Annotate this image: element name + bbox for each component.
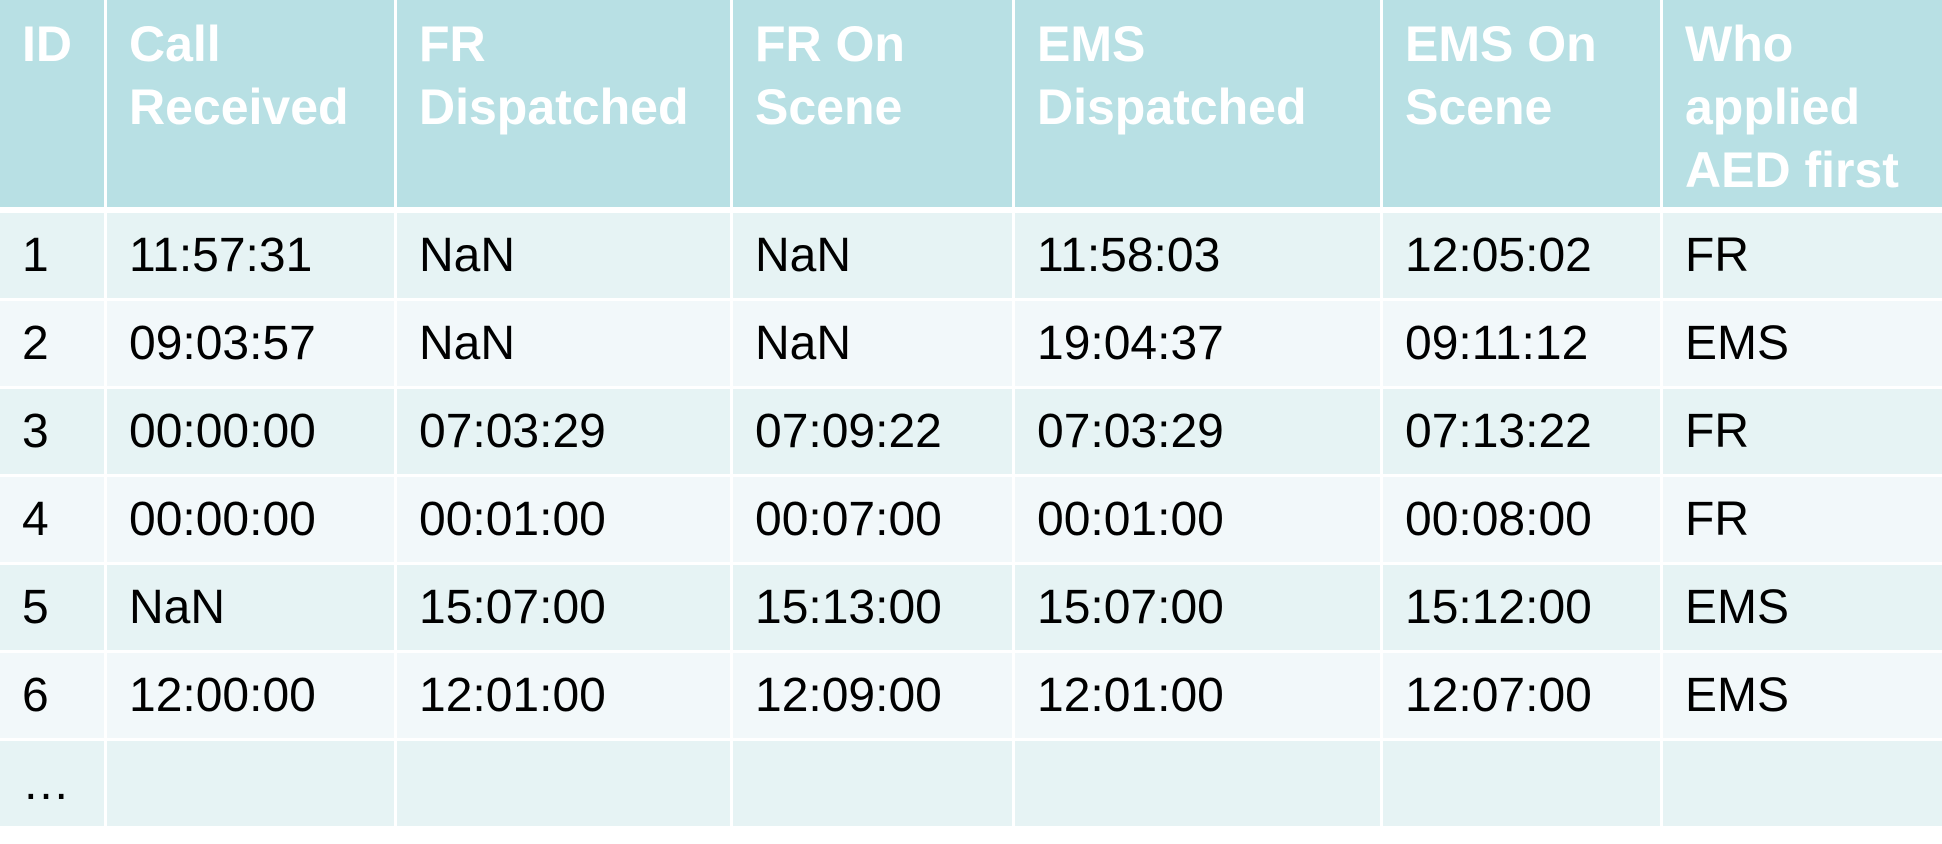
cell-fr-on-scene: 15:13:00 bbox=[733, 565, 1015, 653]
header-call-received: Call Received bbox=[107, 0, 397, 213]
cell-call-received: 09:03:57 bbox=[107, 301, 397, 389]
cell-fr-dispatched: 00:01:00 bbox=[397, 477, 733, 565]
cell-ems-dispatched: 00:01:00 bbox=[1015, 477, 1383, 565]
table-row-ellipsis: … bbox=[0, 741, 1942, 829]
table-row: 6 12:00:00 12:01:00 12:09:00 12:01:00 12… bbox=[0, 653, 1942, 741]
cell-call-received: 11:57:31 bbox=[107, 213, 397, 301]
cell-ems-dispatched: 15:07:00 bbox=[1015, 565, 1383, 653]
cell-ems-dispatched: 07:03:29 bbox=[1015, 389, 1383, 477]
cell-id: 5 bbox=[0, 565, 107, 653]
cell-id: 4 bbox=[0, 477, 107, 565]
table-row: 1 11:57:31 NaN NaN 11:58:03 12:05:02 FR bbox=[0, 213, 1942, 301]
cell-call-received bbox=[107, 741, 397, 829]
header-ems-on-scene: EMS On Scene bbox=[1383, 0, 1663, 213]
header-fr-dispatched: FR Dispatched bbox=[397, 0, 733, 213]
cell-ems-dispatched: 12:01:00 bbox=[1015, 653, 1383, 741]
table-row: 4 00:00:00 00:01:00 00:07:00 00:01:00 00… bbox=[0, 477, 1942, 565]
cell-call-received: 12:00:00 bbox=[107, 653, 397, 741]
cell-fr-on-scene bbox=[733, 741, 1015, 829]
table-row: 5 NaN 15:07:00 15:13:00 15:07:00 15:12:0… bbox=[0, 565, 1942, 653]
header-row: ID Call Received FR Dispatched FR On Sce… bbox=[0, 0, 1942, 213]
cell-ems-on-scene: 12:05:02 bbox=[1383, 213, 1663, 301]
cell-fr-dispatched: 15:07:00 bbox=[397, 565, 733, 653]
cell-id: … bbox=[0, 741, 107, 829]
header-fr-on-scene: FR On Scene bbox=[733, 0, 1015, 213]
cell-who-applied-aed-first: FR bbox=[1663, 389, 1942, 477]
cell-who-applied-aed-first: FR bbox=[1663, 213, 1942, 301]
cell-fr-dispatched: NaN bbox=[397, 213, 733, 301]
cell-who-applied-aed-first: FR bbox=[1663, 477, 1942, 565]
cell-fr-dispatched: 07:03:29 bbox=[397, 389, 733, 477]
cell-ems-dispatched: 11:58:03 bbox=[1015, 213, 1383, 301]
cell-id: 3 bbox=[0, 389, 107, 477]
cell-call-received: 00:00:00 bbox=[107, 389, 397, 477]
cell-fr-dispatched: 12:01:00 bbox=[397, 653, 733, 741]
cell-fr-dispatched: NaN bbox=[397, 301, 733, 389]
cell-fr-on-scene: 12:09:00 bbox=[733, 653, 1015, 741]
header-ems-dispatched: EMS Dispatched bbox=[1015, 0, 1383, 213]
cell-fr-dispatched bbox=[397, 741, 733, 829]
cell-ems-dispatched: 19:04:37 bbox=[1015, 301, 1383, 389]
cell-who-applied-aed-first bbox=[1663, 741, 1942, 829]
cell-ems-on-scene: 00:08:00 bbox=[1383, 477, 1663, 565]
cell-id: 1 bbox=[0, 213, 107, 301]
table-row: 2 09:03:57 NaN NaN 19:04:37 09:11:12 EMS bbox=[0, 301, 1942, 389]
cell-who-applied-aed-first: EMS bbox=[1663, 301, 1942, 389]
cell-ems-on-scene: 07:13:22 bbox=[1383, 389, 1663, 477]
cell-who-applied-aed-first: EMS bbox=[1663, 653, 1942, 741]
cell-id: 6 bbox=[0, 653, 107, 741]
cell-ems-dispatched bbox=[1015, 741, 1383, 829]
table-row: 3 00:00:00 07:03:29 07:09:22 07:03:29 07… bbox=[0, 389, 1942, 477]
header-id: ID bbox=[0, 0, 107, 213]
cell-ems-on-scene: 15:12:00 bbox=[1383, 565, 1663, 653]
cell-ems-on-scene bbox=[1383, 741, 1663, 829]
cell-call-received: NaN bbox=[107, 565, 397, 653]
cell-fr-on-scene: 00:07:00 bbox=[733, 477, 1015, 565]
cell-fr-on-scene: 07:09:22 bbox=[733, 389, 1015, 477]
header-who-applied-aed-first: Who applied AED first bbox=[1663, 0, 1942, 213]
cell-call-received: 00:00:00 bbox=[107, 477, 397, 565]
cell-fr-on-scene: NaN bbox=[733, 301, 1015, 389]
cell-who-applied-aed-first: EMS bbox=[1663, 565, 1942, 653]
cell-ems-on-scene: 12:07:00 bbox=[1383, 653, 1663, 741]
cell-id: 2 bbox=[0, 301, 107, 389]
cell-ems-on-scene: 09:11:12 bbox=[1383, 301, 1663, 389]
cell-fr-on-scene: NaN bbox=[733, 213, 1015, 301]
